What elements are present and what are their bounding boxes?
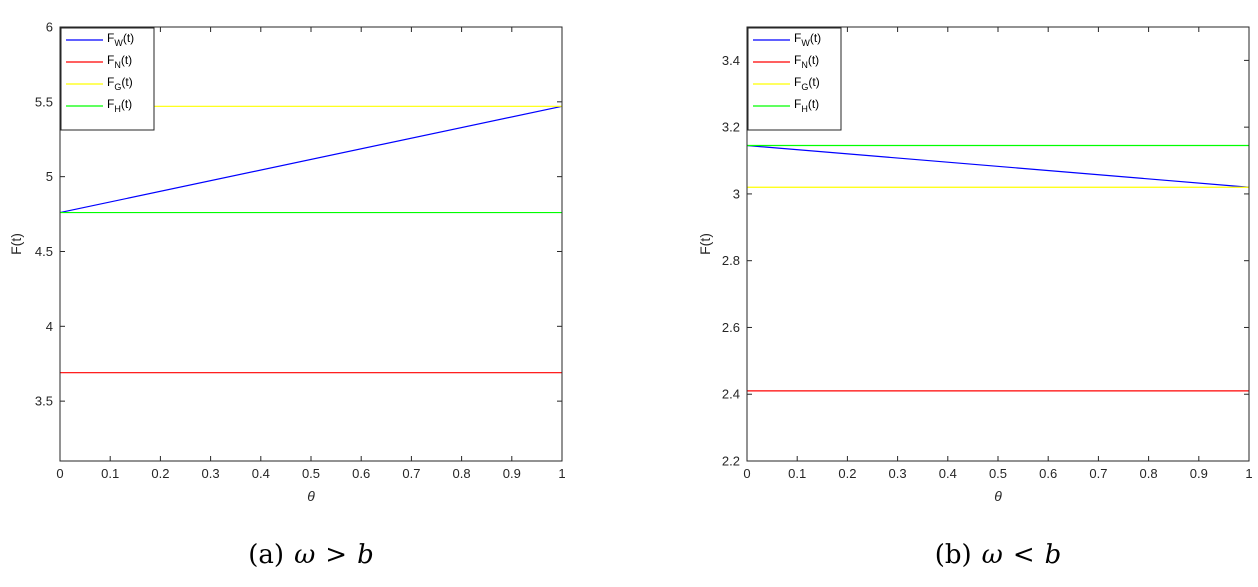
x-tick-label: 0.1 — [101, 466, 119, 481]
y-axis-label: F(t) — [8, 233, 24, 255]
x-tick-label: 1 — [558, 466, 565, 481]
legend-label-h: FH(t) — [107, 97, 132, 114]
legend-label-g: FG(t) — [794, 75, 820, 92]
legend-label-n: FN(t) — [107, 53, 132, 70]
y-tick-label: 3.2 — [722, 120, 740, 135]
x-tick-label: 0.6 — [352, 466, 370, 481]
y-tick-label: 2.2 — [722, 454, 740, 469]
legend-box — [60, 27, 155, 131]
y-tick-label: 5 — [46, 169, 53, 184]
legend: FW(t) FN(t) FG(t) FH(t) — [60, 27, 155, 131]
x-tick-label: 0.7 — [1089, 466, 1107, 481]
axis-ticks: 0 0.1 0.2 0.3 0.4 0.5 0.6 0.7 0.8 0.9 1 3.5 4 4.5 5 5.5… — [35, 20, 566, 482]
x-tick-label: 0.3 — [202, 466, 220, 481]
x-tick-label: 0.4 — [939, 466, 957, 481]
chart-panel-a: 0 0.1 0.2 0.3 0.4 0.5 0.6 0.7 0.8 0.9 1 3.5 4 4.5 5 5.5… — [8, 20, 566, 571]
legend-label-w: FW(t) — [794, 31, 821, 48]
y-tick-label: 4 — [46, 319, 53, 334]
x-tick-label: 0.5 — [989, 466, 1007, 481]
x-tick-label: 0.7 — [402, 466, 420, 481]
caption-op: > — [325, 540, 347, 570]
legend-label-w: FW(t) — [107, 31, 134, 48]
legend-label-h: FH(t) — [794, 97, 819, 114]
x-tick-label: 0 — [743, 466, 750, 481]
y-axis-label: F(t) — [697, 233, 713, 255]
legend: FW(t) FN(t) FG(t) FH(t) — [747, 27, 842, 131]
x-tick-label: 0.5 — [302, 466, 320, 481]
caption-lhs: ω — [982, 540, 1003, 570]
x-tick-label: 0.3 — [889, 466, 907, 481]
y-tick-label: 6 — [46, 20, 53, 35]
x-tick-label: 0.2 — [838, 466, 856, 481]
legend-label-n: FN(t) — [794, 53, 819, 70]
x-tick-label: 0.1 — [788, 466, 806, 481]
caption-rhs: b — [357, 540, 374, 570]
caption-prefix: (a) — [248, 540, 284, 570]
x-tick-label: 0.9 — [1190, 466, 1208, 481]
legend-box — [747, 27, 842, 131]
x-tick-label: 0.6 — [1039, 466, 1057, 481]
x-tick-label: 0.8 — [1140, 466, 1158, 481]
y-tick-label: 4.5 — [35, 244, 53, 259]
plot-frame — [746, 26, 1250, 462]
y-tick-label: 3.5 — [35, 394, 53, 409]
x-tick-label: 0.2 — [151, 466, 169, 481]
y-tick-label: 2.8 — [722, 253, 740, 268]
y-tick-label: 3 — [733, 186, 740, 201]
x-tick-label: 0.8 — [453, 466, 471, 481]
caption-a: (a) ω > b — [248, 540, 373, 570]
caption-lhs: ω — [294, 540, 315, 570]
caption-b: (b) ω < b — [935, 540, 1062, 570]
x-tick-label: 0 — [56, 466, 63, 481]
x-axis-label: θ — [307, 488, 315, 504]
caption-rhs: b — [1045, 540, 1062, 570]
caption-op: < — [1013, 540, 1035, 570]
series-lines — [746, 144, 1250, 392]
x-tick-label: 0.4 — [252, 466, 270, 481]
caption-prefix: (b) — [935, 540, 972, 570]
x-tick-label: 0.9 — [503, 466, 521, 481]
x-axis-label: θ — [994, 488, 1002, 504]
y-tick-label: 5.5 — [35, 94, 53, 109]
chart-panel-b: 0 0.1 0.2 0.3 0.4 0.5 0.6 0.7 0.8 0.9 1 2.2 2.4 2.6 2.… — [697, 26, 1253, 570]
legend-label-g: FG(t) — [107, 75, 133, 92]
x-tick-label: 1 — [1245, 466, 1252, 481]
y-tick-label: 2.4 — [722, 387, 740, 402]
y-tick-label: 3.4 — [722, 53, 740, 68]
y-tick-label: 2.6 — [722, 320, 740, 335]
plot-frame — [59, 26, 563, 462]
series-line-w — [746, 144, 1250, 188]
series-line-w — [59, 105, 563, 214]
